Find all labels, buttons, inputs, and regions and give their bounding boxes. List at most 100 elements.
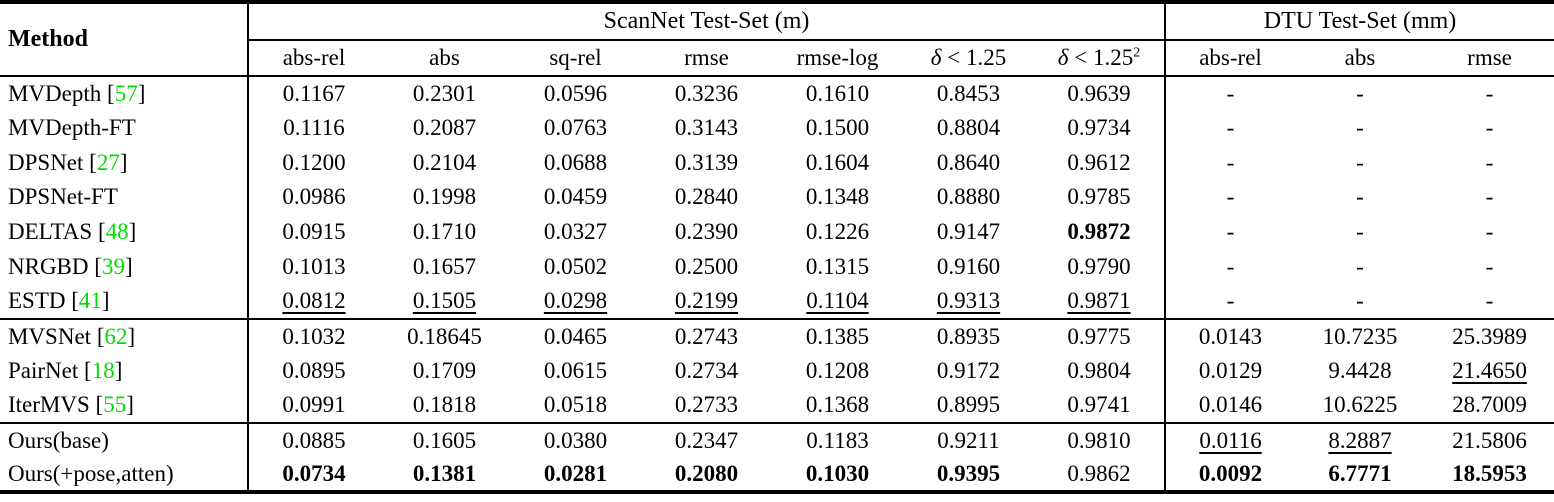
citation-link[interactable]: 57 <box>114 80 138 106</box>
value-cell: 0.1315 <box>805 253 870 279</box>
value-cell: 0.1030 <box>805 460 870 486</box>
value-cell: 0.8880 <box>936 184 1001 210</box>
value-cell: - <box>1226 184 1235 210</box>
value-cell: - <box>1356 253 1364 279</box>
value-cell: 0.9775 <box>1034 317 1167 354</box>
value-cell: 0.9313 <box>936 287 1001 313</box>
value-cell: 0.0812 <box>282 287 346 313</box>
table-row: MVDepth-FT 0.1116 0.2087 0.0763 0.3143 0.1500… <box>0 110 1554 146</box>
value-cell: 0.9639 <box>1034 76 1167 111</box>
citation-link[interactable]: 18 <box>91 357 115 383</box>
value-cell: - <box>1226 80 1235 106</box>
value-cell: 0.2734 <box>674 357 739 383</box>
table-row: DPSNet-FT 0.0986 0.1998 0.0459 0.2840 0.1348 0… <box>0 180 1554 215</box>
value-cell: 0.18645 <box>379 317 510 354</box>
value-cell: - <box>1226 253 1235 279</box>
value-cell: 0.0885 <box>248 421 379 458</box>
value-cell: 0.9785 <box>1034 180 1167 215</box>
value-cell: 0.1116 <box>283 115 345 141</box>
value-cell: 0.0327 <box>543 219 608 245</box>
superscript: 2 <box>1133 45 1141 61</box>
value-cell: 21.5806 <box>1425 421 1554 458</box>
citation-link[interactable]: 27 <box>96 149 120 175</box>
value-cell: - <box>1485 80 1494 106</box>
value-cell: - <box>1485 219 1494 245</box>
value-cell: 0.0459 <box>543 184 608 210</box>
value-cell: - <box>1226 219 1235 245</box>
value-cell: 6.7771 <box>1328 460 1392 486</box>
citation-link[interactable]: 62 <box>104 323 128 349</box>
value-cell: 0.1032 <box>248 317 379 354</box>
value-cell: 0.1226 <box>805 219 870 245</box>
value-cell: - <box>1485 115 1494 141</box>
value-cell: 0.3143 <box>674 115 739 141</box>
value-cell: 0.1368 <box>805 392 870 418</box>
delta-symbol: δ <box>930 45 942 70</box>
value-cell: - <box>1226 287 1235 313</box>
table-header: Method ScanNet Test-Set (m) DTU Test-Set… <box>0 2 1554 77</box>
value-cell: 0.9872 <box>1034 214 1167 250</box>
value-cell: 0.9790 <box>1034 249 1167 285</box>
value-cell: 0.0615 <box>543 357 608 383</box>
citation-link[interactable]: 39 <box>101 253 125 279</box>
metric-header: sq-rel <box>510 40 641 77</box>
value-cell: 0.2087 <box>412 115 477 141</box>
value-cell: 0.8935 <box>903 317 1034 354</box>
metric-header: abs-rel <box>248 40 379 77</box>
value-cell: 0.1709 <box>412 357 477 383</box>
value-cell: 0.1381 <box>412 460 477 486</box>
value-cell: - <box>1226 115 1235 141</box>
method-cell: MVDepth [57] <box>0 76 249 111</box>
value-cell: 0.8804 <box>936 115 1001 141</box>
value-cell: 0.1104 <box>806 287 869 313</box>
value-cell: 0.2080 <box>674 460 739 486</box>
value-cell: - <box>1226 149 1235 175</box>
table-row: Ours(base) 0.0885 0.1605 0.0380 0.2347 0.1183… <box>0 421 1554 458</box>
citation-link[interactable]: 41 <box>78 287 102 313</box>
value-cell: - <box>1356 219 1364 245</box>
value-cell: 0.0763 <box>543 115 608 141</box>
value-cell: 0.0129 <box>1198 357 1263 383</box>
scannet-group-header: ScanNet Test-Set (m) <box>248 2 1167 41</box>
method-cell: DPSNet-FT <box>0 180 249 215</box>
table-row: PairNet [18] 0.0895 0.1709 0.0615 0.2734 0.12… <box>0 353 1554 389</box>
value-cell: 28.7009 <box>1452 392 1527 418</box>
metric-header: abs <box>379 40 510 77</box>
dtu-group-header: DTU Test-Set (mm) <box>1165 2 1554 41</box>
value-cell: 0.2347 <box>641 421 772 458</box>
value-cell: 0.0991 <box>282 392 346 418</box>
metric-header-row: abs-rel abs sq-rel rmse rmse-log δ < 1.25 δ < … <box>0 40 1554 77</box>
value-cell: 0.1200 <box>282 149 346 175</box>
value-cell: - <box>1485 253 1494 279</box>
value-cell: 0.9804 <box>1034 353 1167 389</box>
group-header-row: Method ScanNet Test-Set (m) DTU Test-Set… <box>0 2 1554 77</box>
value-cell: 0.0915 <box>282 219 346 245</box>
metric-header: rmse <box>641 40 772 77</box>
method-cell: MVDepth-FT <box>0 110 249 146</box>
metric-header: rmse-log <box>772 40 903 77</box>
table-body: MVDepth [57] 0.1167 0.2301 0.0596 0.3236 0.16… <box>0 76 1554 493</box>
citation-link[interactable]: 48 <box>105 219 129 245</box>
value-cell: 0.0895 <box>282 357 346 383</box>
value-cell: 0.2199 <box>674 287 739 313</box>
method-cell: ESTD [41] <box>0 284 249 319</box>
value-cell: 0.2733 <box>674 392 739 418</box>
value-cell: 0.1604 <box>805 149 870 175</box>
method-column-header: Method <box>0 2 249 77</box>
value-cell: 0.9395 <box>936 460 1001 486</box>
value-cell: - <box>1356 184 1364 210</box>
value-cell: 25.3989 <box>1425 317 1554 354</box>
method-cell: MVSNet [62] <box>0 317 249 354</box>
value-cell: 0.9147 <box>936 219 1001 245</box>
metric-header: δ < 1.252 <box>1034 40 1167 77</box>
value-cell: 0.1657 <box>412 253 477 279</box>
citation-link[interactable]: 55 <box>103 392 127 418</box>
value-cell: 0.9612 <box>1034 145 1167 181</box>
method-cell: DELTAS [48] <box>0 214 249 250</box>
value-cell: 0.1605 <box>379 421 510 458</box>
table-row: IterMVS [55] 0.0991 0.1818 0.0518 0.2733 0.13… <box>0 388 1554 423</box>
metric-header: abs <box>1295 40 1426 77</box>
value-cell: 0.1385 <box>772 317 903 354</box>
value-cell: 0.1998 <box>412 184 477 210</box>
value-cell: 0.1013 <box>282 253 346 279</box>
